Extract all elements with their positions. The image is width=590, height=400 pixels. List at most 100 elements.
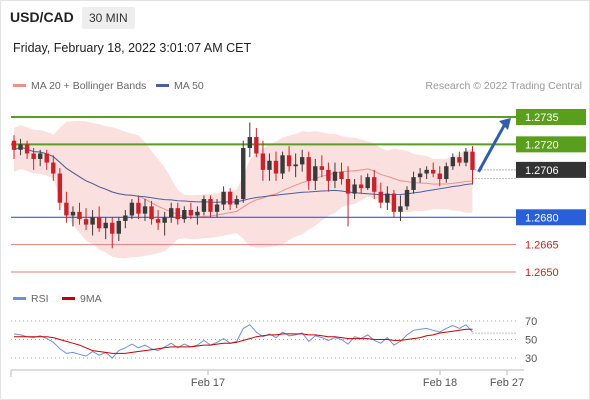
x-tick-label: Feb 17 [191,377,225,389]
candle-body [339,171,344,179]
candle-body [116,220,121,234]
symbol-title: USD/CAD [10,9,74,25]
candle-body [431,169,436,174]
candle-body [326,169,331,181]
candle-body [280,155,285,174]
pivot-label-box [516,209,586,226]
last-price-label: 1.2706 [525,165,559,177]
candle-body [313,166,318,181]
candle-body [234,199,239,205]
ma20-swatch [13,83,26,87]
legend-9ma-label: 9MA [80,293,102,305]
candle-body [345,179,351,194]
candle-body [332,171,338,181]
resistance-label: 1.2720 [525,139,559,151]
candle-body [417,173,423,178]
candle-body [24,144,30,154]
credit-label: Research © 2022 Trading Central [425,80,582,92]
candle-body [51,162,56,174]
candle-body [155,219,161,223]
rsi-tick-label: 50 [525,335,537,347]
x-tick-label: Feb 18 [423,377,457,389]
candle-body [201,199,207,212]
resistance-label-box [516,109,586,125]
candle-body [378,191,383,203]
candle-body [450,157,456,167]
rsi-tick-label: 30 [525,353,537,365]
candle-body [96,217,102,229]
legend-ma50: MA 50 [156,80,204,92]
candle-body [300,157,305,165]
pivot-label: 1.2680 [525,212,559,224]
ma50-swatch [156,83,169,87]
candle-body [44,153,49,163]
candle-body [83,219,89,225]
resistance-label: 1.2735 [525,112,559,124]
timeframe-badge[interactable]: 30 MIN [82,7,135,29]
rsi-line [13,324,473,359]
candle-body [398,206,403,212]
support-label: 1.2665 [525,240,559,252]
candle-body [11,140,17,150]
candle-body [169,208,174,218]
candle-body [38,153,43,159]
candle-body [175,208,180,220]
candle-body [365,177,370,189]
candle-body [149,206,154,220]
candle-body [457,157,462,163]
candle-body [319,166,325,170]
candle-body [227,191,233,205]
candle-body [267,160,272,170]
candle-body [463,151,469,163]
candle-body [385,193,390,203]
candle-body [77,211,82,220]
rsi-ma-line [14,328,473,354]
candle-body [437,173,442,179]
candle-body [136,202,141,214]
datetime-label: Friday, February 18, 2022 3:01:07 AM CET [13,41,252,55]
candle-body [123,215,128,221]
legend-ma20: MA 20 + Bollinger Bands [13,80,146,92]
candle-body [470,151,475,170]
candle-body [260,153,266,170]
nine-ma-swatch [62,296,75,300]
rsi-tick-label: 70 [525,316,537,328]
candle-body [142,206,148,214]
candle-body [31,153,36,159]
candle-body [70,211,76,216]
candle-body [241,148,246,200]
resistance-label-box [516,136,586,153]
candle-body [254,137,259,154]
legend-ma50-label: MA 50 [174,80,204,92]
forecast-arrow-shaft [477,123,507,173]
candle-body [411,177,416,190]
support-label: 1.2650 [525,267,559,279]
candle-body [247,137,252,148]
candle-body [273,160,279,174]
candle-body [221,191,226,205]
candle-body [214,204,220,212]
candle-body [64,202,69,216]
legend-ma20-label: MA 20 + Bollinger Bands [31,80,147,92]
candle-body [57,173,63,203]
rsi-swatch [13,296,26,300]
candle-body [188,210,194,216]
last-price-box [516,161,586,178]
candle-body [182,210,187,220]
candle-body [110,222,115,234]
candle-body [18,144,23,150]
forecast-arrow-head [499,118,511,130]
candle-body [208,199,213,212]
candle-body [372,177,377,192]
legend-9ma: 9MA [62,293,102,305]
legend-rsi-label: RSI [31,293,49,305]
candle-body [162,217,167,223]
candle-body [129,202,135,216]
candle-body [293,164,298,167]
candle-body [90,217,95,225]
legend-rsi: RSI [13,293,49,305]
candle-body [352,184,357,194]
candle-body [391,193,397,212]
candle-body [306,157,311,181]
